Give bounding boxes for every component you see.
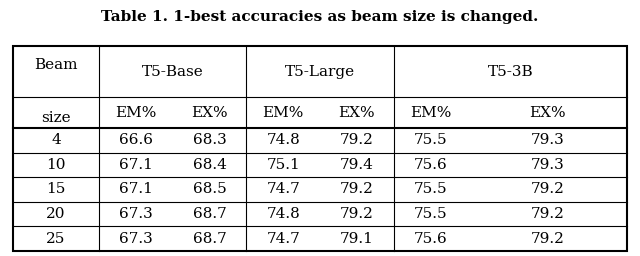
Text: 79.3: 79.3 [531,158,564,172]
Text: 20: 20 [46,207,66,221]
Text: EM%: EM% [410,106,451,120]
Text: 79.2: 79.2 [340,133,374,147]
Text: 68.4: 68.4 [193,158,227,172]
Text: Beam: Beam [35,58,77,72]
Text: 15: 15 [46,183,66,196]
Text: 79.2: 79.2 [531,232,564,246]
Bar [13,46,627,251]
Text: 68.5: 68.5 [193,183,227,196]
Text: 75.6: 75.6 [413,232,447,246]
Text: 79.3: 79.3 [531,133,564,147]
Text: 74.8: 74.8 [266,207,300,221]
Text: EX%: EX% [339,106,375,120]
Text: 67.1: 67.1 [119,158,153,172]
Text: 75.5: 75.5 [413,183,447,196]
Text: 68.7: 68.7 [193,232,227,246]
Text: 75.1: 75.1 [266,158,300,172]
Text: 66.6: 66.6 [119,133,153,147]
Text: 68.3: 68.3 [193,133,227,147]
Text: 79.4: 79.4 [340,158,374,172]
Text: 4: 4 [51,133,61,147]
Text: T5-Base: T5-Base [142,65,204,79]
Text: EX%: EX% [529,106,566,120]
Text: 79.2: 79.2 [340,207,374,221]
Text: 74.8: 74.8 [266,133,300,147]
Text: T5-3B: T5-3B [488,65,533,79]
Text: 75.5: 75.5 [413,207,447,221]
Text: T5-Large: T5-Large [285,65,355,79]
Text: 75.5: 75.5 [413,133,447,147]
Text: 25: 25 [46,232,66,246]
Text: Table 1. 1-best accuracies as beam size is changed.: Table 1. 1-best accuracies as beam size … [101,10,539,24]
Text: 75.6: 75.6 [413,158,447,172]
Text: 79.2: 79.2 [531,183,564,196]
Text: 79.2: 79.2 [531,207,564,221]
Text: EX%: EX% [191,106,228,120]
Text: 68.7: 68.7 [193,207,227,221]
Text: 74.7: 74.7 [266,232,300,246]
Text: EM%: EM% [262,106,304,120]
Text: 79.2: 79.2 [340,183,374,196]
Text: 10: 10 [46,158,66,172]
Text: 79.1: 79.1 [340,232,374,246]
Text: size: size [41,111,71,125]
Text: 67.1: 67.1 [119,183,153,196]
Text: EM%: EM% [115,106,157,120]
Text: 67.3: 67.3 [119,232,153,246]
Text: 67.3: 67.3 [119,207,153,221]
Text: 74.7: 74.7 [266,183,300,196]
